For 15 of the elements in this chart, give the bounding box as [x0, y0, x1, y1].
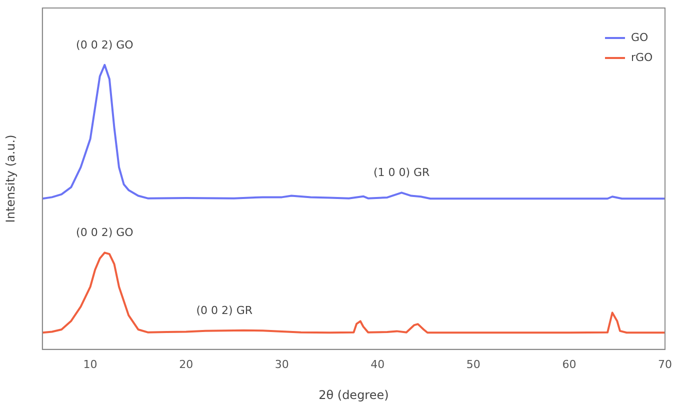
annotation: (0 0 2) GO: [76, 226, 134, 240]
x-tick-label: 30: [274, 358, 289, 371]
annotation: (0 0 2) GO: [76, 38, 134, 52]
x-tick-label: 20: [179, 358, 194, 371]
x-tick-label: 10: [83, 358, 98, 371]
annotation: (0 0 2) GR: [196, 304, 253, 317]
x-tick-label: 40: [370, 358, 385, 371]
x-tick-label: 50: [466, 358, 480, 371]
x-tick-label: 70: [658, 358, 672, 371]
x-tick-label: 60: [562, 358, 576, 371]
legend-label: GO: [631, 30, 649, 44]
annotation: (1 0 0) GR: [373, 166, 430, 179]
legend-label: rGO: [631, 50, 654, 64]
y-axis-title: Intensity (a.u.): [3, 134, 18, 223]
x-axis-title: 2θ (degree): [318, 388, 389, 402]
